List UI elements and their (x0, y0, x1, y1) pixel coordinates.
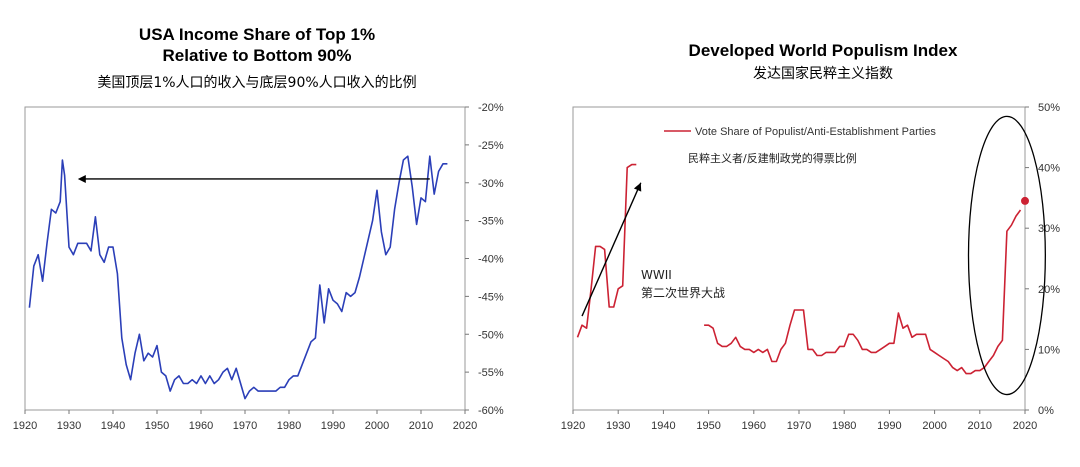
right-x-tick-label: 1940 (651, 420, 675, 432)
right-x-tick-label: 1960 (742, 420, 766, 432)
left-y-tick-label: -45% (478, 291, 504, 303)
left-y-tick-label: -40% (478, 254, 504, 266)
right-y-tick-label: 20% (1038, 284, 1060, 296)
left-y-tick-label: -60% (478, 405, 504, 417)
right-x-tick-label: 1990 (877, 420, 901, 432)
right-x-tick-label: 1970 (787, 420, 811, 432)
left-y-tick-label: -55% (478, 367, 504, 379)
right-y-tick-label: 10% (1038, 344, 1060, 356)
left-y-axis: -20% -25% -30% -35% -40% -45% -50% -55% -60% (465, 102, 504, 417)
left-x-tick-label: 1960 (189, 420, 213, 432)
right-series-segment (576, 163, 637, 338)
left-arrow-annotation (77, 174, 430, 183)
right-y-tick-label: 40% (1038, 163, 1060, 175)
left-x-tick-label: 1930 (57, 420, 81, 432)
left-y-tick-label: -20% (478, 102, 504, 114)
right-x-tick-label: 2020 (1013, 420, 1037, 432)
right-chart-title: Developed World Populism Index (689, 41, 958, 60)
highlight-point (1021, 196, 1029, 205)
right-x-axis: 1920 1930 1940 1950 1960 1970 1980 1990 2000 2010… (561, 410, 1037, 432)
right-y-axis: 0% 10% 20% 30% 40% 50% (1025, 102, 1060, 417)
left-x-tick-label: 2020 (453, 420, 477, 432)
left-x-axis: 1920 1930 1940 1950 1960 1970 1980 1990 2000 2010… (13, 410, 477, 432)
left-x-tick-label: 1920 (13, 420, 37, 432)
left-series-line (28, 155, 448, 400)
left-x-tick-label: 1940 (101, 420, 125, 432)
left-chart: USA Income Share of Top 1% Relative to B… (13, 25, 504, 432)
right-y-tick-label: 50% (1038, 102, 1060, 114)
right-x-tick-label: 2000 (922, 420, 946, 432)
right-x-tick-label: 1920 (561, 420, 585, 432)
right-chart-subtitle: 发达国家民粹主义指数 (753, 65, 893, 82)
right-series-segment (704, 209, 1022, 375)
wwii-arrow-head (633, 182, 642, 192)
right-chart: Developed World Populism Index 发达国家民粹主义指… (561, 41, 1060, 432)
highlight-ellipse (967, 115, 1046, 396)
right-annotations (581, 115, 1046, 396)
left-plot-frame (24, 106, 466, 411)
right-y-tick-label: 0% (1038, 405, 1054, 417)
left-chart-title-line2: Relative to Bottom 90% (163, 46, 352, 65)
left-y-tick-label: -30% (478, 178, 504, 190)
left-chart-subtitle: 美国顶层1%人口的收入与底层90%人口收入的比例 (97, 75, 416, 91)
left-y-tick-label: -25% (478, 140, 504, 152)
right-x-tick-label: 1950 (696, 420, 720, 432)
wwii-label: WWII (641, 268, 672, 282)
left-y-tick-label: -50% (478, 329, 504, 341)
left-x-tick-label: 2010 (409, 420, 433, 432)
left-chart-title: USA Income Share of Top 1% (139, 25, 375, 44)
left-x-tick-label: 1950 (145, 420, 169, 432)
left-x-tick-label: 1990 (321, 420, 345, 432)
legend-label-cn: 民粹主义者/反建制政党的得票比例 (688, 151, 857, 165)
wwii-label-cn: 第二次世界大战 (641, 286, 725, 300)
left-x-tick-label: 1980 (277, 420, 301, 432)
wwii-arrow-shaft (581, 182, 642, 317)
left-x-tick-label: 1970 (233, 420, 257, 432)
left-arrow-head (77, 174, 86, 183)
right-series-lines (576, 163, 1022, 375)
right-y-tick-label: 30% (1038, 223, 1060, 235)
left-y-tick-label: -35% (478, 216, 504, 228)
right-x-tick-label: 1980 (832, 420, 856, 432)
right-x-tick-label: 2010 (968, 420, 992, 432)
legend-label: Vote Share of Populist/Anti-Establishmen… (695, 126, 936, 138)
left-x-tick-label: 2000 (365, 420, 389, 432)
right-x-tick-label: 1930 (606, 420, 630, 432)
